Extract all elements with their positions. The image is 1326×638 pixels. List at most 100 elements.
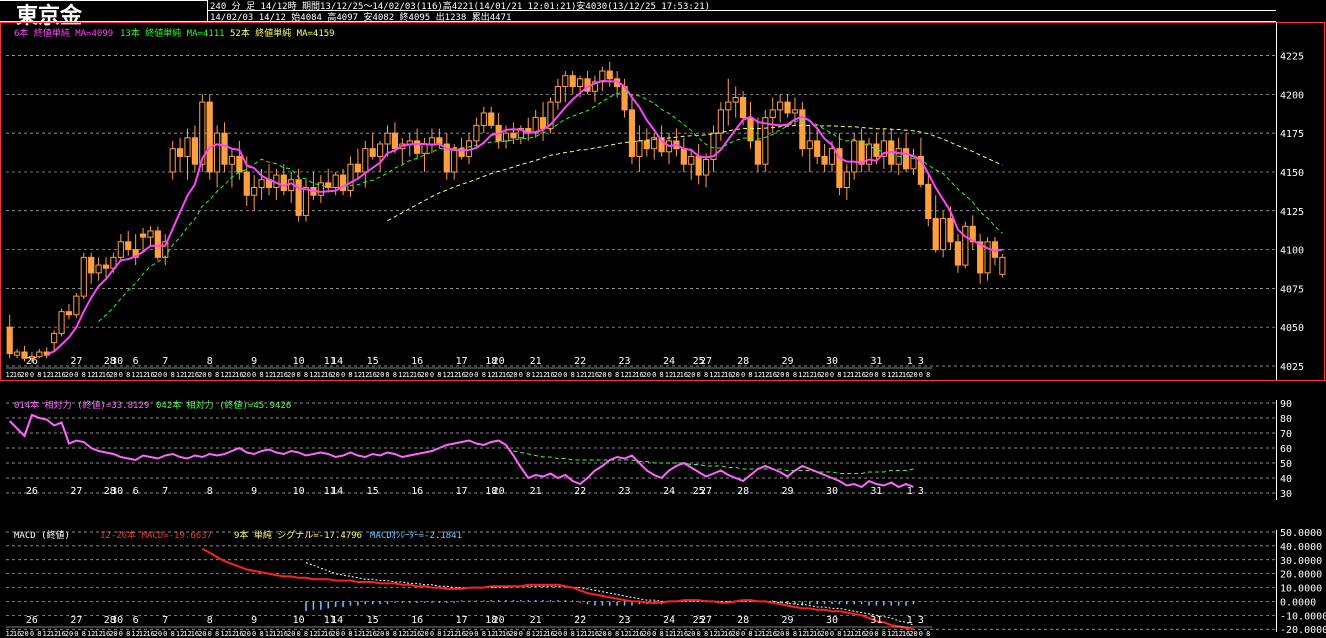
macd-hour-label: 8 [926,630,930,638]
macd-hour-label: 8 [748,630,752,638]
candle-body [554,86,561,103]
candle-body [984,241,991,274]
macd-hour-label: 0 [252,630,256,638]
macd-hour-label: 12 [494,630,502,638]
price-tick-label: 4125 [1280,207,1304,218]
macd-hour-label: 16 [324,630,332,638]
price-hour-label: 12 [228,371,236,379]
macd-hour-label: 0 [385,630,389,638]
price-hour-label: 12 [220,371,228,379]
candle-body [821,155,828,165]
macd-tick-label: -20.0000 [1280,625,1326,636]
candle-body [702,159,710,176]
macd-hour-label: 8 [393,630,397,638]
macd-hour-label: 0 [919,630,923,638]
macd-hour-label: 0 [163,630,167,638]
macd-day-label: 27 [700,615,712,626]
price-hour-label: 8 [304,371,308,379]
price-hour-label: 12 [87,371,95,379]
price-hour-label: 12 [628,371,636,379]
macd-hour-label: 20 [243,630,251,638]
macd-hour-label: 20 [687,630,695,638]
macd-tick-label: 10.0000 [1280,584,1322,595]
candle-body [917,155,924,185]
candle-body [421,143,428,154]
candle-body [347,163,354,192]
price-hour-label: 16 [413,371,421,379]
candle-body [828,148,836,165]
candle-body [851,140,858,173]
price-hour-label: 12 [620,371,628,379]
candle-body [517,127,524,139]
price-day-label: 15 [367,356,379,367]
candle-body [962,225,969,266]
price-hour-label: 8 [748,371,752,379]
price-hour-label: 16 [457,371,465,379]
macd-hour-label: 16 [413,630,421,638]
rsi-day-label: 18 [485,486,497,497]
rsi-day-label: 31 [870,486,882,497]
candle-body [317,182,324,196]
candle-body [80,256,87,297]
rsi-tick-label: 80 [1280,414,1292,425]
price-hour-label: 12 [443,371,451,379]
candle-body [865,143,873,165]
macd-hour-label: 12 [850,630,858,638]
macd-hour-label: 8 [615,630,619,638]
price-day-label: 16 [411,356,423,367]
macd-hour-label: 16 [235,630,243,638]
candle-body [191,137,198,165]
candle-body [843,171,850,188]
macd-hour-label: 16 [191,630,199,638]
price-day-label: 8 [207,356,213,367]
price-hour-label: 0 [652,371,656,379]
candle-body [502,132,510,142]
price-hour-label: 8 [126,371,130,379]
macd-hour-label: 8 [659,630,663,638]
candle-body [680,148,687,165]
price-hour-label: 20 [820,371,828,379]
candle-body [777,101,784,111]
price-hour-label: 12 [717,371,725,379]
candle-body [14,351,21,356]
candle-body [428,137,436,145]
macd-hour-label: 12 [628,630,636,638]
price-hour-label: 0 [74,371,78,379]
macd-hour-label: 12 [398,630,406,638]
macd-hour-label: 8 [793,630,797,638]
price-hour-label: 20 [154,371,162,379]
candle-body [606,70,613,80]
candle-body [169,148,176,173]
price-hour-label: 8 [926,371,930,379]
macd-day-label: 31 [870,615,882,626]
candle-body [643,140,650,150]
macd-day-label: 22 [574,615,586,626]
price-hour-label: 20 [776,371,784,379]
price-hour-label: 16 [57,371,65,379]
macd-tick-label: 40.0000 [1280,542,1322,553]
price-hour-label: 8 [882,371,886,379]
macd-hour-label: 8 [482,630,486,638]
candle-body [258,179,265,188]
candle-body [784,101,791,114]
price-hour-label: 8 [571,371,575,379]
macd-day-label: 9 [251,615,257,626]
macd-hour-label: 12 [220,630,228,638]
rsi-tick-label: 70 [1280,429,1292,440]
candle-body [325,182,332,188]
macd-hour-label: 16 [857,630,865,638]
price-hour-label: 16 [724,371,732,379]
candle-body [628,109,636,157]
price-hour-label: 12 [450,371,458,379]
macd-day-label: 15 [367,615,379,626]
price-hour-label: 12 [265,371,273,379]
macd-hour-label: 16 [102,630,110,638]
candle-body [806,140,813,150]
rsi-day-label: 23 [619,486,631,497]
macd-hour-label: 12 [176,630,184,638]
candle-body [125,241,132,251]
price-hour-label: 8 [437,371,441,379]
rsi-day-label: 16 [411,486,423,497]
macd-hour-label: 16 [13,630,21,638]
